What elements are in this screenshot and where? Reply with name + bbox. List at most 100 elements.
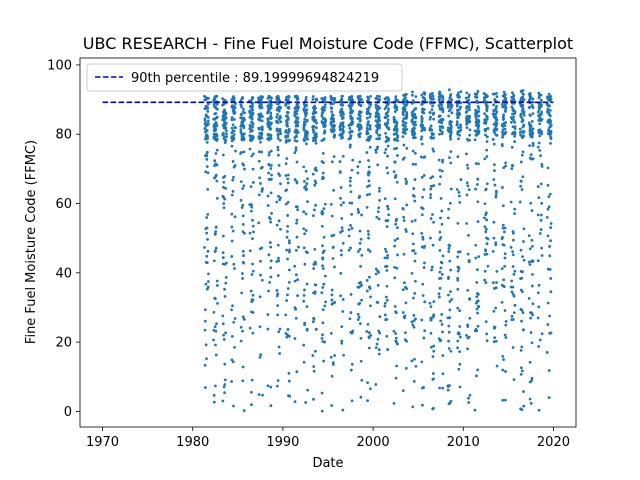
scatter-point <box>260 150 264 154</box>
scatter-point <box>304 401 308 404</box>
scatter-point <box>257 221 261 225</box>
scatter-point <box>302 227 306 231</box>
scatter-point <box>203 98 207 102</box>
scatter-point <box>528 263 532 266</box>
scatter-point <box>339 203 343 207</box>
scatter-point <box>248 231 252 235</box>
scatter-point <box>437 292 441 296</box>
scatter-point <box>241 315 245 319</box>
scatter-point <box>376 301 380 304</box>
scatter-point <box>430 108 434 112</box>
scatter-point <box>518 200 522 204</box>
scatter-point <box>421 237 425 241</box>
scatter-point <box>419 137 423 141</box>
scatter-point <box>529 157 533 161</box>
scatter-point <box>375 131 379 135</box>
scatter-point <box>206 213 210 216</box>
scatter-point <box>512 272 516 276</box>
scatter-point <box>311 320 315 324</box>
scatter-point <box>261 115 264 118</box>
scatter-point <box>340 341 344 345</box>
scatter-point <box>304 129 308 133</box>
scatter-point <box>269 191 273 195</box>
scatter-point <box>405 115 409 119</box>
scatter-point <box>431 372 435 375</box>
scatter-point <box>549 222 553 225</box>
scatter-point <box>232 96 235 99</box>
scatter-point <box>215 139 219 142</box>
scatter-point <box>269 266 273 270</box>
scatter-point <box>347 248 351 252</box>
scatter-point <box>475 121 479 125</box>
scatter-point <box>349 292 353 296</box>
scatter-point <box>510 145 514 149</box>
scatter-point <box>411 90 414 94</box>
scatter-point <box>440 209 444 213</box>
scatter-point <box>384 116 388 120</box>
scatter-point <box>340 339 344 343</box>
scatter-point <box>540 213 543 217</box>
scatter-point <box>396 253 399 257</box>
scatter-point <box>349 176 352 180</box>
scatter-point <box>367 331 371 335</box>
scatter-point <box>285 235 289 239</box>
scatter-point <box>540 130 544 134</box>
x-tick-label: 2020 <box>537 435 570 450</box>
scatter-point <box>350 168 354 172</box>
scatter-point <box>321 244 324 248</box>
scatter-point <box>248 147 252 151</box>
scatter-point <box>448 122 452 126</box>
scatter-point <box>365 151 369 154</box>
scatter-point <box>322 207 326 211</box>
scatter-point <box>320 291 324 295</box>
scatter-point <box>357 128 361 132</box>
scatter-point <box>375 342 379 346</box>
scatter-point <box>351 158 355 162</box>
scatter-point <box>447 109 451 113</box>
scatter-point <box>314 349 317 353</box>
scatter-point <box>377 206 381 210</box>
scatter-point <box>368 250 372 253</box>
scatter-point <box>386 137 390 141</box>
scatter-point <box>242 150 246 154</box>
scatter-point <box>413 252 417 255</box>
scatter-point <box>212 128 216 132</box>
scatter-point <box>476 299 480 303</box>
scatter-point <box>513 207 517 211</box>
scatter-point <box>431 243 435 247</box>
scatter-point <box>368 192 372 196</box>
scatter-point <box>492 103 496 107</box>
scatter-point <box>215 148 219 152</box>
scatter-point <box>446 102 450 106</box>
scatter-point <box>447 330 451 334</box>
scatter-point <box>501 226 505 230</box>
scatter-point <box>303 288 306 292</box>
scatter-point <box>522 240 525 243</box>
scatter-point <box>257 135 261 139</box>
scatter-point <box>513 134 517 138</box>
scatter-point <box>432 377 435 381</box>
scatter-point <box>349 368 353 372</box>
scatter-point <box>412 379 416 383</box>
scatter-point <box>492 220 496 224</box>
scatter-point <box>279 196 282 200</box>
scatter-point <box>269 111 273 115</box>
scatter-point <box>357 285 361 289</box>
scatter-point <box>305 103 308 107</box>
scatter-point <box>356 318 360 321</box>
scatter-point <box>403 96 407 100</box>
scatter-point <box>438 295 441 299</box>
scatter-point <box>376 283 380 287</box>
scatter-point <box>276 292 280 296</box>
scatter-point <box>269 99 273 102</box>
scatter-point <box>205 165 209 168</box>
scatter-point <box>243 111 246 115</box>
scatter-point <box>474 243 478 247</box>
scatter-point <box>540 246 543 250</box>
scatter-point <box>213 176 216 180</box>
scatter-point <box>295 139 299 143</box>
scatter-point <box>258 114 261 118</box>
scatter-point <box>295 181 299 185</box>
scatter-point <box>438 132 441 136</box>
scatter-point <box>257 393 261 396</box>
